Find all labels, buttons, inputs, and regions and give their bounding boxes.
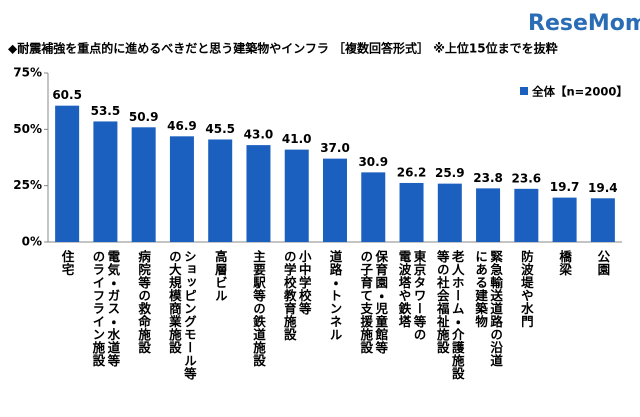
bar xyxy=(208,139,233,242)
bar xyxy=(284,149,309,242)
data-label: 43.0 xyxy=(244,128,274,142)
x-tick-label: 道路・トンネル xyxy=(327,250,343,341)
data-label: 30.9 xyxy=(358,155,388,169)
data-label: 50.9 xyxy=(129,110,159,124)
chart-title: ◆耐震補強を重点的に進めるべきだと思う建築物やインフラ ［複数回答形式］ ※上位… xyxy=(8,41,558,56)
bar xyxy=(590,198,615,242)
data-label: 19.7 xyxy=(550,180,580,194)
data-label: 23.6 xyxy=(512,171,542,185)
y-tick-label: 0% xyxy=(22,235,42,249)
x-tick-label: 高層ビル xyxy=(212,250,228,302)
bar xyxy=(169,136,194,242)
data-label: 53.5 xyxy=(91,104,121,118)
x-tick-label: 公園 xyxy=(595,250,611,276)
x-tick-label: ショッピングモール等 の大規模商業施設 xyxy=(166,250,197,380)
legend-label: 全体【n=2000】 xyxy=(532,85,628,99)
data-label: 41.0 xyxy=(282,132,312,146)
bar xyxy=(552,197,577,242)
bar xyxy=(246,145,271,242)
x-tick-label: 住宅 xyxy=(59,250,75,276)
bar xyxy=(93,121,118,242)
legend-swatch xyxy=(520,87,528,95)
bar xyxy=(361,172,386,242)
data-label: 19.4 xyxy=(588,181,618,195)
data-label: 45.5 xyxy=(205,122,235,136)
bar xyxy=(323,158,347,242)
x-tick-label: 電気・ガス・水道等 のライフライン施設 xyxy=(90,250,121,367)
data-label: 46.9 xyxy=(167,119,197,133)
x-tick-label: 橋梁 xyxy=(557,250,573,276)
bar xyxy=(399,182,424,242)
bar xyxy=(514,188,539,242)
data-label: 25.9 xyxy=(435,166,465,180)
y-tick-label: 25% xyxy=(13,178,42,192)
x-tick-label: 防波堤や水門 xyxy=(518,250,534,328)
logo: ReseMom xyxy=(528,11,640,36)
y-tick-label: 50% xyxy=(13,122,42,136)
bar xyxy=(55,105,80,242)
x-tick-label: 老人ホーム・介護施設 等の社会福祉施設 xyxy=(434,250,465,380)
y-tick-label: 75% xyxy=(13,66,42,80)
data-label: 26.2 xyxy=(397,165,427,179)
x-tick-label: 主要駅等の鉄道施設 xyxy=(250,250,266,367)
data-label: 60.5 xyxy=(52,88,82,102)
bar xyxy=(437,183,462,242)
data-label: 23.8 xyxy=(473,171,503,185)
bar xyxy=(131,127,156,242)
x-tick-label: 病院等の救命施設 xyxy=(136,250,152,354)
x-tick-label: 緊急輸送道路の沿道 にある建築物 xyxy=(473,250,504,367)
x-tick-label: 東京タワー等の 電波塔や鉄塔 xyxy=(396,250,427,341)
x-tick-label: 小中学校等 の学校教育施設 xyxy=(281,250,312,341)
bar xyxy=(476,188,501,242)
x-tick-label: 保育園・児童館等 の子育て支援施設 xyxy=(358,250,389,354)
data-label: 37.0 xyxy=(320,141,350,155)
